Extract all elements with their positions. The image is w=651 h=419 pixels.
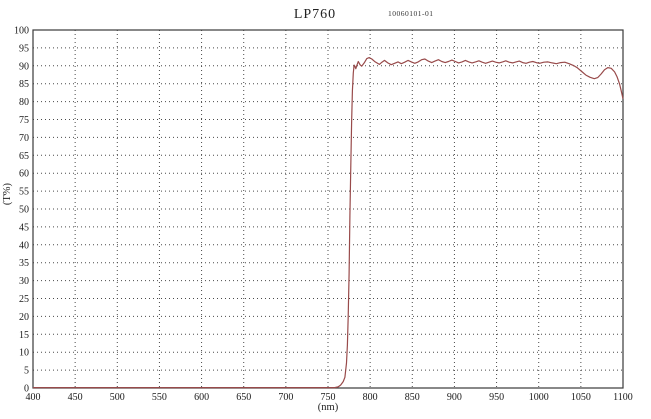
x-tick-label: 1100 <box>613 392 633 403</box>
y-tick-label: 65 <box>19 151 29 162</box>
x-axis-label: (nm) <box>317 402 339 413</box>
y-tick-label: 25 <box>19 294 29 305</box>
x-tick-label: 750 <box>321 392 336 403</box>
y-tick-label: 100 <box>14 26 29 37</box>
y-tick-label: 35 <box>19 258 29 269</box>
x-tick-label: 500 <box>110 392 125 403</box>
y-tick-label: 20 <box>19 312 29 323</box>
y-tick-label: 15 <box>19 330 29 341</box>
y-tick-label: 75 <box>19 115 29 126</box>
x-tick-label: 950 <box>489 392 504 403</box>
y-tick-label: 80 <box>19 97 29 108</box>
x-tick-label: 600 <box>194 392 209 403</box>
x-tick-label: 850 <box>405 392 420 403</box>
y-tick-label: 5 <box>24 366 29 377</box>
x-tick-label: 450 <box>68 392 83 403</box>
x-tick-label: 1000 <box>529 392 549 403</box>
chart-title: LP760 <box>293 7 337 22</box>
x-tick-label: 650 <box>236 392 251 403</box>
y-tick-label: 30 <box>19 276 29 287</box>
x-tick-label: 1050 <box>571 392 591 403</box>
x-tick-label: 700 <box>278 392 293 403</box>
y-tick-label: 85 <box>19 79 29 90</box>
chart-serial-label: 10060101-01 <box>388 9 434 18</box>
y-tick-label: 0 <box>24 384 29 395</box>
y-tick-label: 60 <box>19 169 29 180</box>
transmission-curve <box>33 56 624 389</box>
x-tick-label: 400 <box>26 392 41 403</box>
x-tick-label: 550 <box>152 392 167 403</box>
y-tick-label: 45 <box>19 222 29 233</box>
x-tick-label: 900 <box>447 392 462 403</box>
y-tick-label: 55 <box>19 187 29 198</box>
y-tick-label: 50 <box>19 205 29 216</box>
y-tick-label: 70 <box>19 133 29 144</box>
y-tick-label: 10 <box>19 348 29 359</box>
y-tick-label: 40 <box>19 240 29 251</box>
y-tick-label: 95 <box>19 43 29 54</box>
x-tick-label: 800 <box>363 392 378 403</box>
y-tick-label: 90 <box>19 61 29 72</box>
